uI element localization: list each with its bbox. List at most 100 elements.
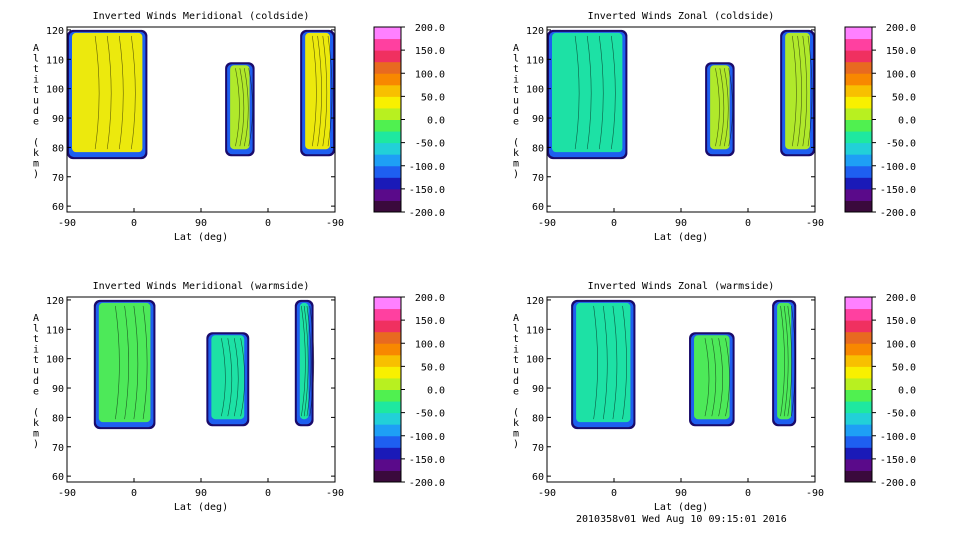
y-axis-label-char: A (513, 43, 519, 54)
x-tick-label: 90 (675, 488, 687, 499)
contour-line (723, 68, 729, 147)
chart-panel-3: Inverted Winds Meridional (warmside) 60 70… (33, 281, 445, 513)
y-axis-label-char: t (33, 334, 39, 345)
contour-line (802, 35, 808, 147)
y-axis-label-char: A (33, 313, 39, 324)
y-tick-label: 70 (52, 443, 64, 454)
colorbar-segment (374, 96, 401, 109)
y-axis-label-char: m (33, 429, 39, 440)
y-axis-label-char: A (33, 43, 39, 54)
x-tick-label: -90 (326, 218, 344, 229)
colorbar-segment (845, 107, 872, 120)
y-axis-label-char: u (33, 96, 39, 107)
contour-line (227, 338, 233, 417)
colorbar-label: 200.0 (886, 293, 916, 304)
colorbar-label: -150.0 (409, 185, 445, 196)
colorbar-label: -150.0 (880, 185, 916, 196)
x-tick-label: -90 (58, 218, 76, 229)
contour-line (704, 338, 710, 417)
y-axis-label-char: u (33, 366, 39, 377)
colorbar-segment (845, 401, 872, 414)
colorbar-segment (845, 389, 872, 402)
contour-fill (72, 32, 143, 153)
x-tick-label: -90 (538, 488, 556, 499)
colorbar-segment (845, 119, 872, 132)
y-axis-label-char: k (33, 418, 39, 429)
colorbar-label: 200.0 (415, 293, 445, 304)
y-axis-label-char: i (33, 75, 39, 86)
y-axis-label-char: ) (33, 169, 39, 180)
x-tick-label: -90 (806, 218, 824, 229)
contour-fill (785, 32, 810, 150)
y-tick-label: 120 (526, 26, 544, 37)
y-axis-label-char: e (33, 387, 39, 398)
colorbar-segment (374, 188, 401, 201)
colorbar-label: 0.0 (898, 116, 916, 127)
contour-line (106, 35, 112, 150)
colorbar-label: -50.0 (415, 409, 445, 420)
y-tick-label: 120 (526, 296, 544, 307)
colorbar-label: 0.0 (427, 116, 445, 127)
contour-line (622, 305, 627, 420)
colorbar-segment (374, 38, 401, 51)
y-tick-label: 100 (526, 355, 544, 366)
contour-line (791, 305, 796, 417)
y-tick-label: 120 (46, 26, 64, 37)
colorbar-segment (845, 320, 872, 333)
y-tick-label: 60 (52, 472, 64, 483)
colorbar-segment (845, 61, 872, 74)
colorbar-segment (845, 50, 872, 63)
contour-line (327, 35, 333, 147)
contour-line (235, 68, 240, 147)
chart-title: Inverted Winds Zonal (warmside) (588, 281, 775, 292)
contour-line (797, 35, 802, 147)
y-axis-label-char: l (33, 324, 39, 335)
x-tick-label: 90 (675, 218, 687, 229)
y-axis-label-char: l (33, 54, 39, 65)
colorbar-segment (374, 131, 401, 144)
y-tick-label: 80 (532, 143, 544, 154)
x-tick-label: -90 (326, 488, 344, 499)
colorbar-segment (845, 165, 872, 178)
colorbar-label: 200.0 (886, 23, 916, 34)
contour-line (115, 305, 120, 420)
colorbar-segment (845, 308, 872, 321)
colorbar-segment (374, 154, 401, 167)
colorbar-segment (374, 177, 401, 190)
contour-line (239, 68, 245, 147)
y-axis-label-char: ( (33, 408, 39, 419)
y-axis-label-char: t (33, 355, 39, 366)
colorbar-segment (374, 308, 401, 321)
chart-panel-1: Inverted Winds Meridional (coldside) 60 70… (33, 11, 445, 243)
y-axis-label-char: m (513, 159, 519, 170)
colorbar-segment (845, 154, 872, 167)
contour-line (602, 305, 608, 420)
colorbar-segment (845, 435, 872, 448)
colorbar-segment (374, 401, 401, 414)
contour-line (783, 305, 789, 417)
colorbar-label: -200.0 (409, 208, 445, 219)
colorbar-segment (374, 200, 401, 213)
contour-line (711, 338, 717, 417)
colorbar-segment (374, 435, 401, 448)
x-tick-label: 0 (611, 488, 617, 499)
y-axis-label-char: e (513, 387, 519, 398)
colorbar-segment (845, 331, 872, 344)
colorbar-segment (374, 412, 401, 425)
y-axis-label-char: k (513, 418, 519, 429)
y-axis-label-char: m (33, 159, 39, 170)
y-axis-label-char: ) (513, 439, 519, 450)
contour-fill (576, 302, 631, 423)
y-tick-label: 90 (532, 114, 544, 125)
colorbar-segment (845, 84, 872, 97)
y-axis-label-char: ( (33, 138, 39, 149)
contour-line (118, 35, 124, 150)
contour-line (787, 305, 793, 417)
colorbar-segment (374, 165, 401, 178)
y-tick-label: 80 (532, 413, 544, 424)
y-axis-label-char: l (513, 324, 519, 335)
y-tick-label: 110 (526, 55, 544, 66)
colorbar-label: -200.0 (880, 208, 916, 219)
colorbar-segment (374, 366, 401, 379)
